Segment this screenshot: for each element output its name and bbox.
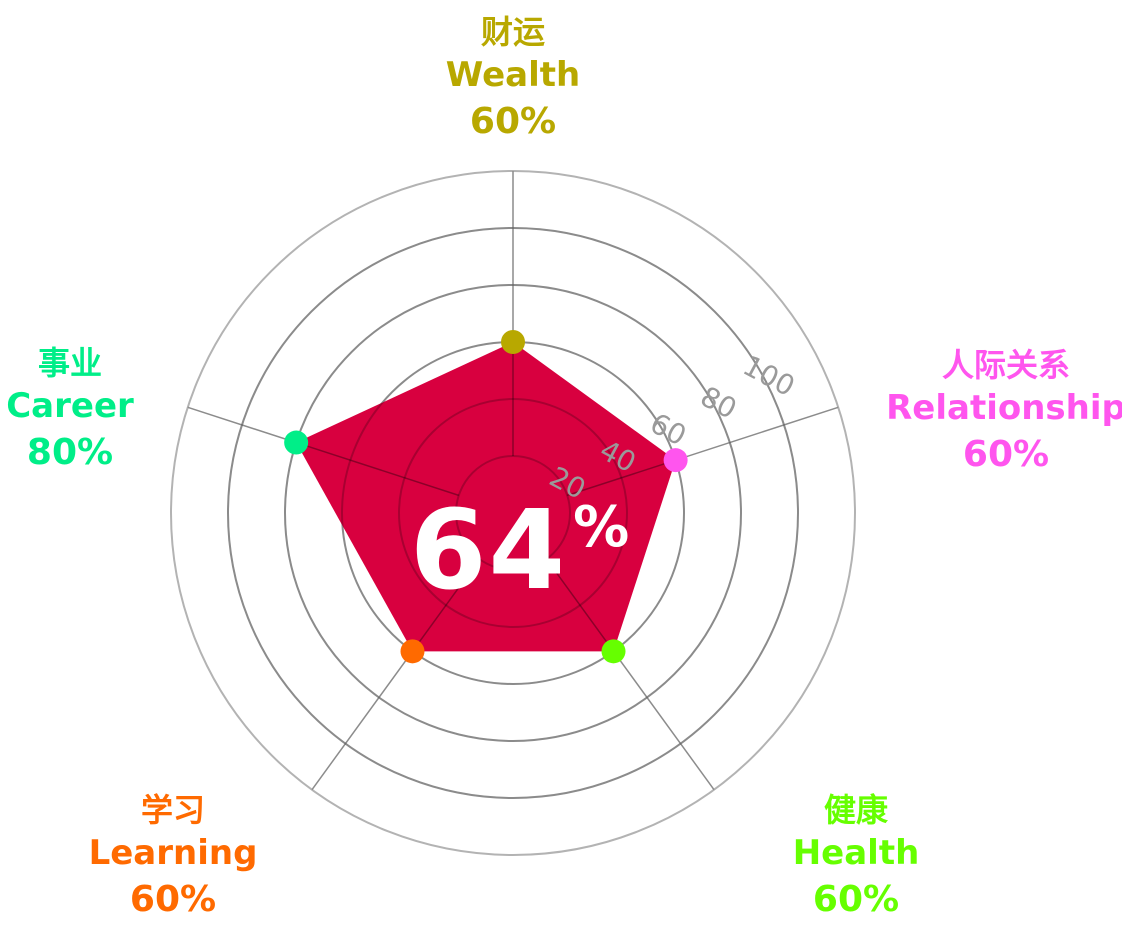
axis-label-pct: 60%: [129, 879, 217, 920]
axis-label-zh: 事业: [37, 344, 102, 382]
grid-ring-overlay: [398, 398, 628, 628]
axis-label-health: 健康 Health 60%: [736, 790, 976, 924]
axis-label-relationship: 人际关系 Relationship 60%: [886, 345, 1122, 479]
grid-ring-overlay: [227, 227, 799, 799]
data-points: [284, 330, 688, 664]
data-point: [663, 448, 688, 473]
overall-score-percent-sign: %: [573, 495, 630, 560]
axis-label-en: Wealth: [445, 55, 581, 95]
grid-ring-overlay: [284, 284, 742, 742]
axis-label-en: Career: [6, 386, 134, 426]
data-point: [400, 639, 425, 664]
axis-label-learning: 学习 Learning 60%: [53, 790, 293, 924]
axis-label-career: 事业 Career 80%: [0, 343, 190, 477]
axis-label-pct: 60%: [962, 434, 1050, 475]
axis-label-zh: 健康: [823, 791, 888, 829]
axis-label-zh: 学习: [140, 791, 205, 829]
grid-spoke-overlay: [566, 459, 676, 497]
grid-ring-overlay: [455, 455, 571, 571]
axis-label-pct: 60%: [812, 879, 900, 920]
axis-label-en: Learning: [88, 833, 258, 873]
axis-label-pct: 60%: [469, 101, 557, 142]
axis-label-en: Health: [792, 833, 920, 873]
score-area: [296, 342, 676, 652]
data-point: [501, 330, 525, 354]
axis-label-pct: 80%: [26, 432, 114, 473]
grid-spoke-overlay: [295, 441, 460, 497]
grid-spoke-overlay: [411, 558, 481, 652]
data-point: [284, 430, 309, 455]
axis-label-en: Relationship: [886, 388, 1122, 428]
grid-spoke-overlay: [545, 558, 615, 652]
radial-tick-label: 100: [738, 349, 801, 403]
overall-score-value: 64: [410, 486, 568, 614]
overall-score: 64%: [410, 490, 650, 610]
axis-label-zh: 人际关系: [941, 346, 1070, 384]
data-point: [601, 639, 626, 664]
axis-label-zh: 财运: [480, 13, 545, 51]
axis-label-wealth: 财运 Wealth 60%: [393, 12, 633, 146]
